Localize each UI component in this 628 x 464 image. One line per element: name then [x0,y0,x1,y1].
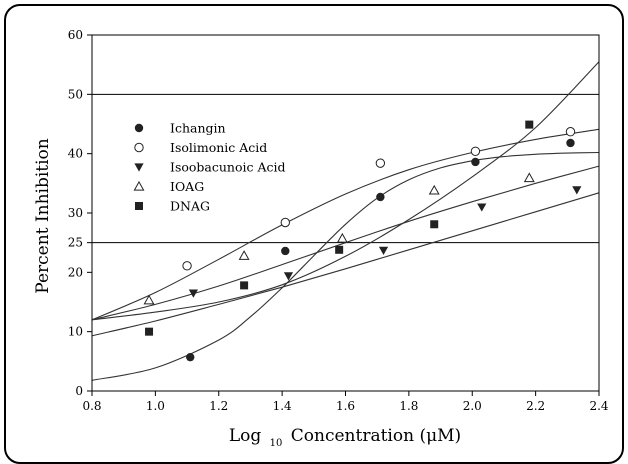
x-axis-label-rest: Concentration (μM) [291,426,461,446]
legend-marker-dnag [135,202,143,210]
chart-svg: 0.8 1.0 1.2 1.4 1.6 1.8 2.0 2.2 2.4 0 10 20 25 30 40 50… [33,28,609,447]
x-axis-label-subscript: 10 [270,438,283,447]
fit-curve-isoobacunoic-acid [91,192,600,337]
data-point-dnag [240,281,249,290]
y-tick-label: 25 [68,236,83,250]
x-axis-label-main: Log [229,426,262,446]
legend-label-ioag: IOAG [170,179,204,194]
data-point-isolimonic-acid [565,127,576,137]
data-point-isolimonic-acid [182,261,192,271]
data-point-ioag [238,250,250,260]
x-tick-label: 2.0 [463,399,482,413]
data-point-ichangin [566,138,575,148]
data-point-isolimonic-acid [280,217,290,228]
data-point-isolimonic-acid [470,146,481,156]
x-tick-label: 1.4 [273,399,292,413]
legend-marker-isolimonic-acid [134,142,144,153]
data-point-isoobacunoic-acid [477,203,487,212]
data-point-ichangin [471,157,480,167]
data-point-isoobacunoic-acid [188,289,198,298]
y-tick-label: 20 [68,265,83,279]
y-axis-label: Percent Inhibition [33,138,53,294]
chart-frame [4,4,624,464]
legend-marker-ichangin [134,123,144,133]
x-tick-label: 1.2 [209,399,228,413]
data-point-dnag [335,245,344,254]
x-tick-label: 1.6 [336,399,355,413]
y-tick-label: 0 [75,384,83,398]
y-tick-label: 50 [68,87,83,101]
data-point-isoobacunoic-acid [378,246,389,255]
legend-marker-isoobacunoic-acid [134,163,144,172]
data-point-ichangin [186,352,195,362]
data-point-ioag [523,172,535,183]
y-tick-label: 60 [68,28,83,42]
legend-label-dnag: DNAG [170,199,210,214]
legend-label-isolimonic-acid: Isolimonic Acid [170,140,267,155]
data-point-dnag [145,327,154,336]
data-point-isolimonic-acid [375,158,386,168]
plot-area [91,34,600,392]
x-tick-label: 0.8 [82,399,101,413]
data-point-ioag [143,294,155,305]
x-tick-label: 1.0 [146,399,165,413]
legend-marker-ioag [133,180,145,191]
y-tick-label: 30 [68,206,83,220]
legend-label-ichangin: Ichangin [170,121,226,136]
data-point-ichangin [376,192,385,202]
fit-curve-ioag [91,165,600,321]
x-tick-label: 1.8 [399,399,418,413]
data-point-dnag [430,220,439,229]
legend-label-isoobacunoic-acid: Isoobacunoic Acid [170,160,286,175]
data-point-isoobacunoic-acid [572,186,582,195]
data-point-ioag [336,232,348,243]
y-tick-label: 10 [68,325,83,339]
fit-curve-dnag [91,61,600,321]
y-tick-label: 40 [68,147,83,161]
x-tick-label: 2.2 [526,399,545,413]
data-point-ioag [428,184,440,195]
x-axis-label: Log 10 Concentration (μM) [229,426,461,447]
data-point-isoobacunoic-acid [283,272,294,281]
data-point-ichangin [281,246,290,256]
data-point-dnag [525,120,534,129]
x-tick-label: 2.4 [589,399,608,413]
